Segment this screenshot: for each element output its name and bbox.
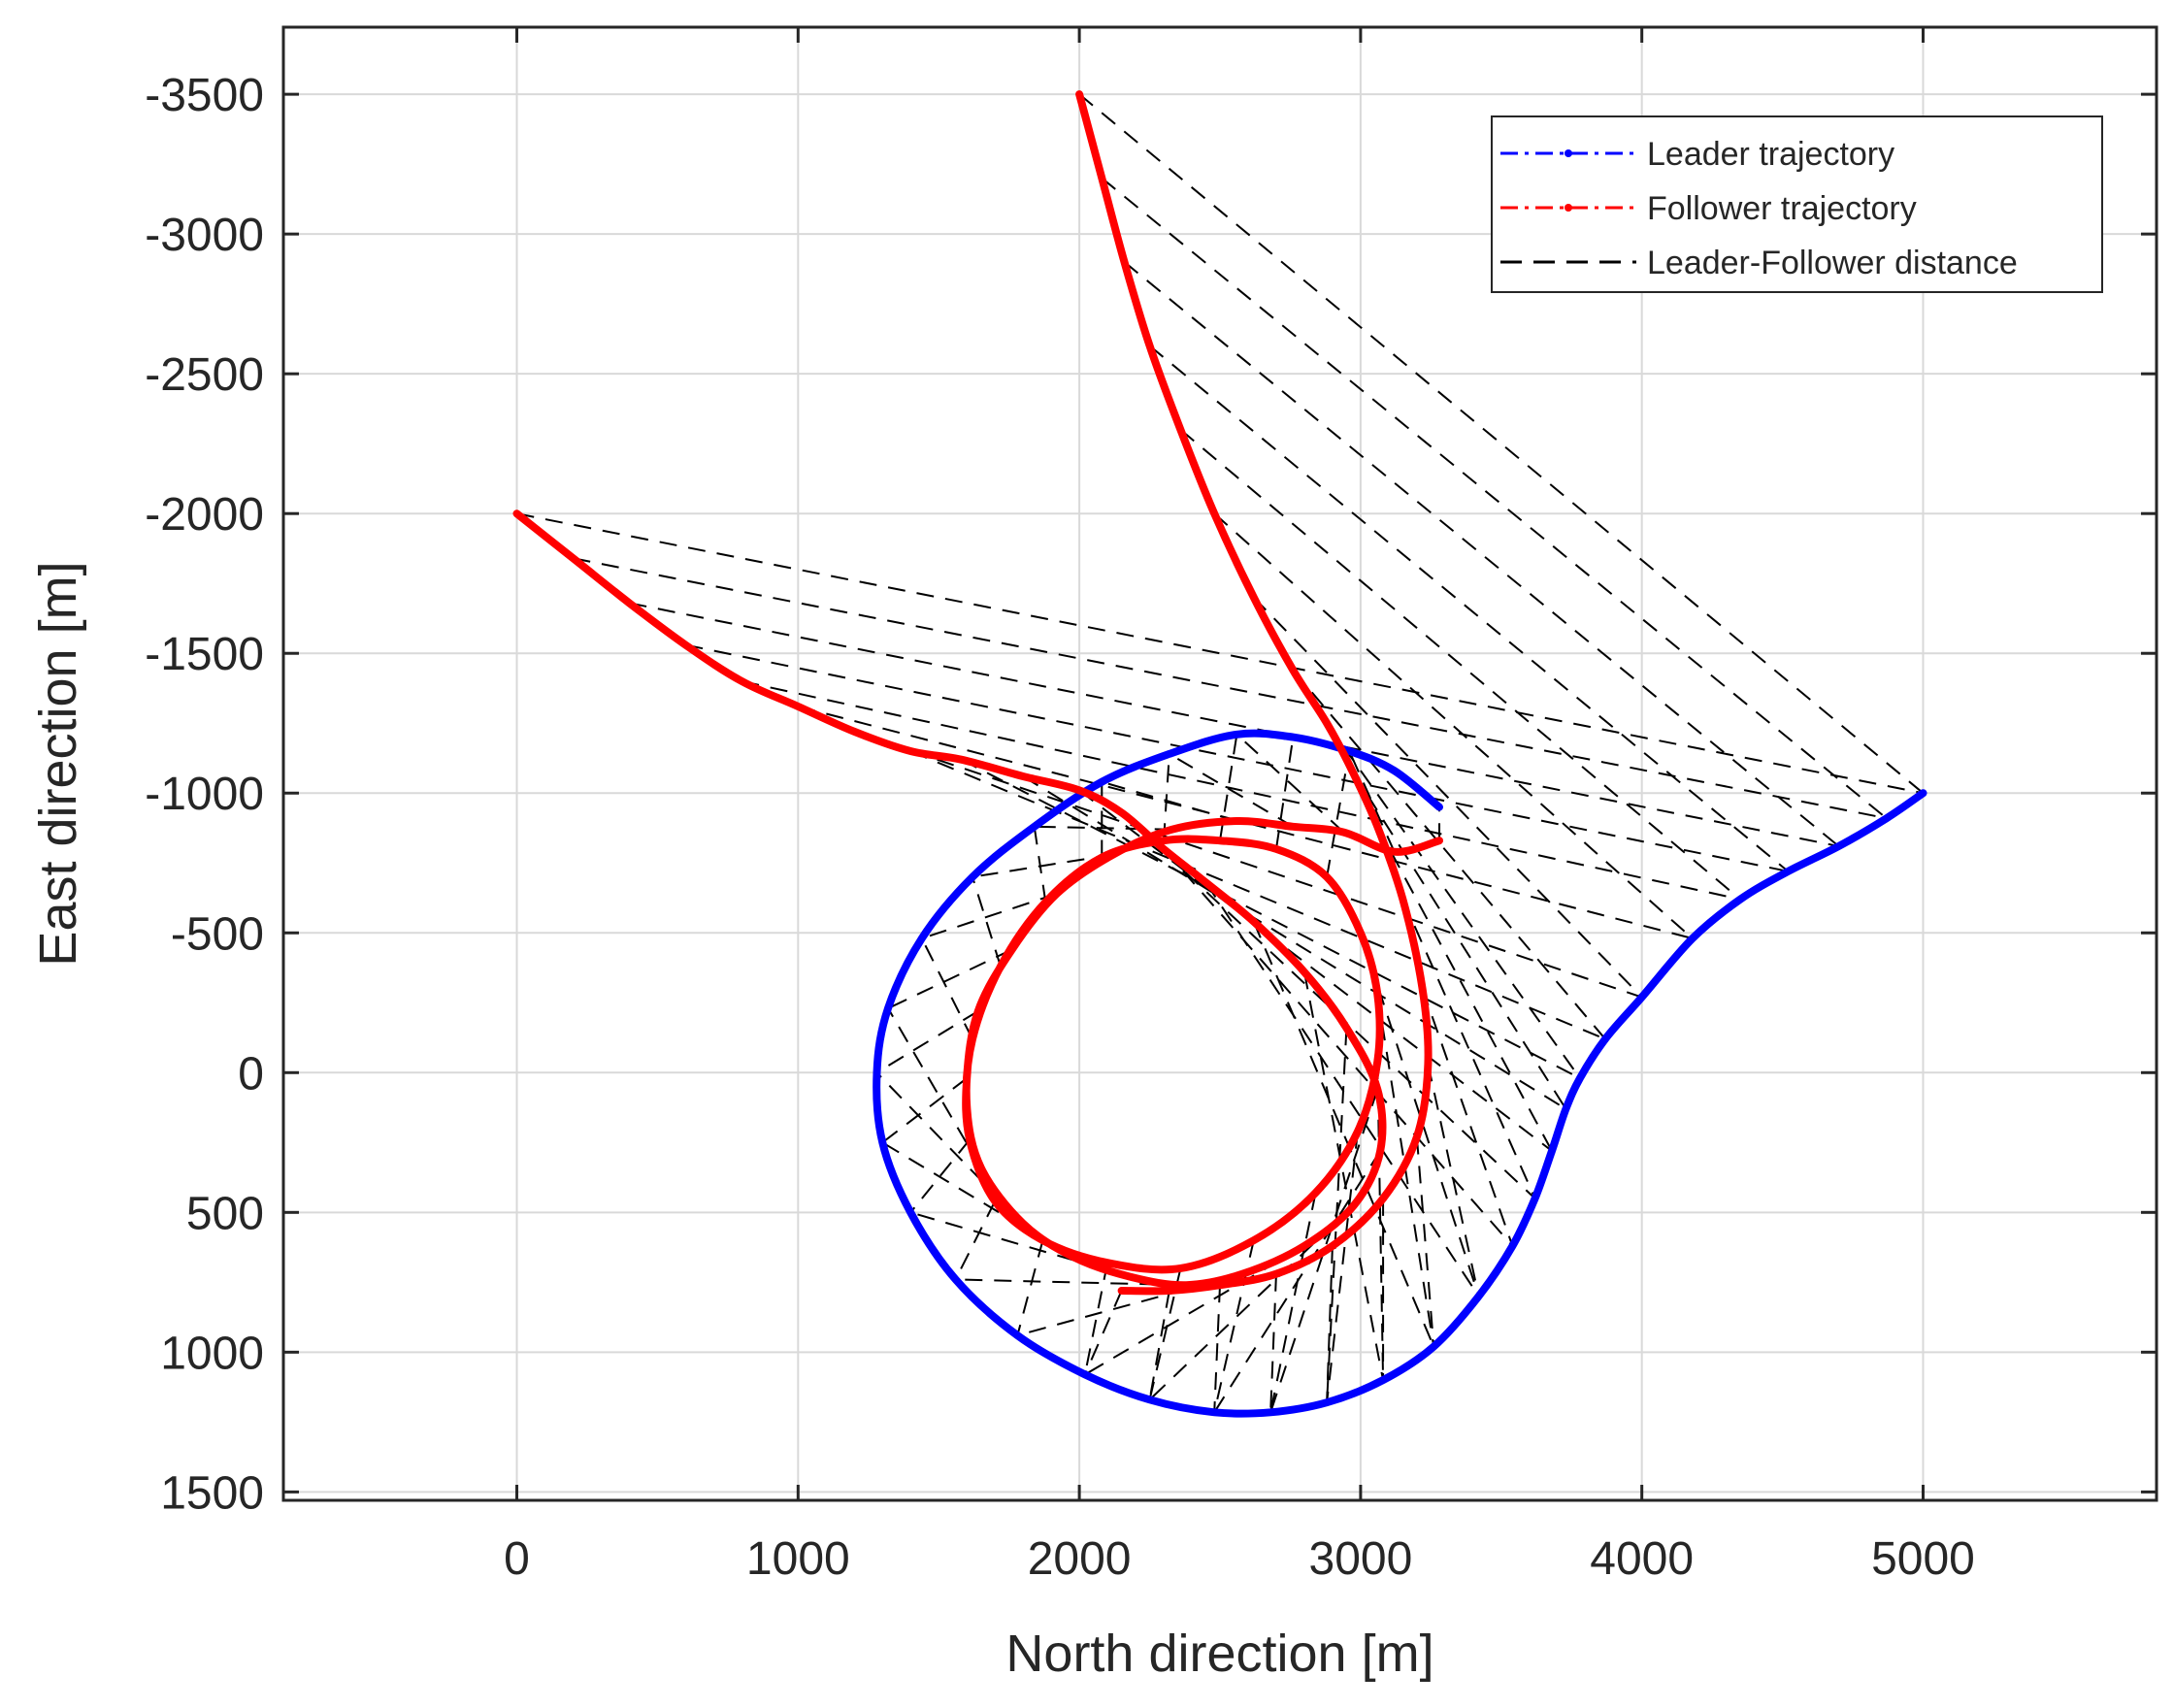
grid	[283, 27, 2157, 1500]
follower-trajectory-line-1	[512, 509, 1443, 1290]
distance-line	[954, 1200, 997, 1280]
distance-line	[573, 557, 1887, 820]
distance-line	[1427, 1064, 1480, 1297]
axes-box	[281, 25, 2158, 1502]
distance-line	[1179, 429, 1741, 901]
distance-line	[1163, 848, 1514, 1247]
distance-line	[1034, 825, 1172, 831]
x-tick-label: 0	[504, 1533, 530, 1585]
distance-line	[1269, 1273, 1277, 1413]
distance-line	[1148, 1202, 1356, 1401]
distance-line	[1148, 345, 1790, 872]
distance-line	[1163, 753, 1170, 841]
trajectory-series	[512, 90, 1927, 1418]
distance-line	[1326, 750, 1351, 877]
distance-line	[1213, 512, 1694, 939]
y-tick-label: 500	[186, 1188, 264, 1239]
y-tick-label: -3000	[145, 210, 264, 261]
y-tick-label: -2000	[145, 489, 264, 541]
x-tick-label: 4000	[1590, 1533, 1694, 1585]
distance-line	[741, 680, 1741, 901]
distance-line	[887, 948, 1012, 1009]
distance-line	[853, 730, 1643, 999]
distance-line	[881, 1077, 968, 1144]
distance-line	[1078, 789, 1553, 1152]
distance-line	[685, 643, 1789, 872]
distance-line	[920, 937, 973, 1040]
distance-line	[1213, 1285, 1221, 1413]
leader-trajectory-line	[873, 729, 1927, 1418]
distance-line	[1219, 734, 1238, 841]
distance-line	[1101, 177, 1888, 819]
distance-line	[1401, 899, 1536, 1199]
distance-line	[1078, 93, 1925, 795]
legend-box	[1491, 115, 2103, 293]
distance-line	[1351, 770, 1567, 1110]
y-tick-label: -2500	[145, 349, 264, 401]
y-tick-label: -1500	[145, 629, 264, 680]
x-axis-label: North direction [m]	[1005, 1625, 1433, 1683]
distance-line	[1253, 596, 1643, 999]
distance-line	[875, 1010, 979, 1074]
distance-line	[1292, 669, 1606, 1040]
distance-line	[1348, 750, 1396, 853]
distance-line	[516, 512, 1924, 795]
y-tick-label: -3500	[145, 70, 264, 121]
distance-line	[1204, 881, 1480, 1297]
x-tick-label: 5000	[1871, 1533, 1975, 1585]
distance-line	[1415, 1136, 1435, 1347]
x-tick-label: 1000	[746, 1533, 850, 1585]
distance-line	[1120, 811, 1536, 1199]
distance-line	[1123, 261, 1840, 847]
distance-line	[1169, 753, 1294, 828]
distance-line	[1148, 1267, 1182, 1400]
distance-line	[1326, 722, 1581, 1079]
x-tick-label: 3000	[1309, 1533, 1413, 1585]
distance-line	[1022, 775, 1566, 1110]
y-axis-label: East direction [m]	[29, 561, 87, 966]
distance-line	[1326, 1131, 1359, 1403]
y-tick-label: -1000	[145, 769, 264, 820]
distance-line	[1083, 1290, 1123, 1375]
distance-legend-label: Leader-Follower distance	[1647, 245, 2018, 281]
leader-legend-label: Leader trajectory	[1647, 136, 1894, 173]
distance-line	[1376, 1061, 1385, 1381]
follower-trajectory-line-2	[1075, 90, 1433, 1296]
distance-line	[629, 602, 1839, 847]
legend: Leader trajectory Follower trajectory Lead…	[1491, 115, 2103, 293]
x-tick-label: 2000	[1028, 1533, 1132, 1585]
y-tick-label: -500	[171, 908, 264, 960]
distance-line	[1302, 971, 1385, 1381]
follower-legend-marker	[1565, 204, 1572, 212]
distance-line	[1252, 921, 1435, 1347]
distance-line	[921, 892, 1058, 939]
distance-line	[1274, 737, 1295, 850]
distance-line	[1102, 780, 1237, 823]
axis-ticks: 0 1000 2000 3000 4000 5000-3500-3000-2500-200…	[145, 27, 2157, 1585]
distance-line	[972, 876, 1002, 968]
distance-line	[1269, 1192, 1317, 1413]
y-tick-label: 1000	[160, 1328, 264, 1379]
distance-line	[1235, 734, 1345, 834]
distance-line	[1326, 1245, 1334, 1403]
distance-line	[1033, 826, 1047, 903]
leader-follower-distance-lines	[516, 93, 1925, 1413]
y-tick-label: 1500	[160, 1467, 264, 1519]
distance-line	[798, 705, 1694, 939]
distance-line	[1421, 988, 1514, 1247]
distance-line	[1376, 826, 1553, 1152]
distance-line	[909, 1138, 971, 1213]
distance-line	[972, 853, 1114, 878]
follower-legend-label: Follower trajectory	[1647, 190, 1917, 227]
distance-line	[1083, 1262, 1109, 1375]
distance-line	[909, 750, 1606, 1040]
distance-line	[887, 1007, 982, 1168]
distance-line	[1016, 1239, 1044, 1336]
leader-legend-marker	[1565, 149, 1572, 157]
distance-line	[1148, 1290, 1170, 1400]
y-tick-label: 0	[238, 1048, 264, 1100]
